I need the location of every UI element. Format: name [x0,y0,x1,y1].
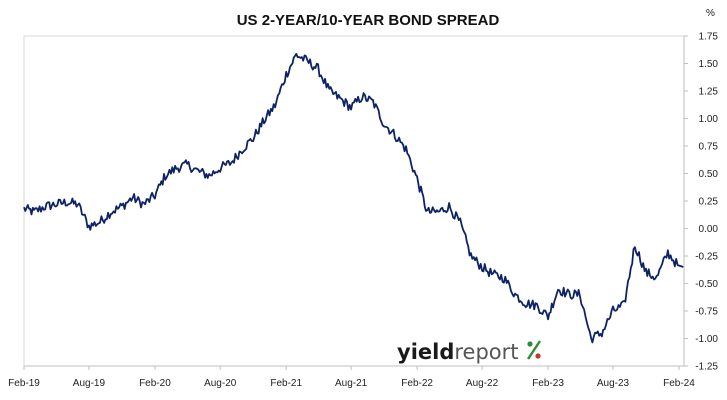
svg-text:yieldreport: yieldreport [397,340,519,364]
yieldreport-logo: yieldreport [397,340,541,364]
x-tick-label: Aug-22 [466,378,499,389]
logo-text-yield: yield [397,340,454,364]
y-tick-label: 0.00 [699,224,719,235]
y-tick-label: 1.25 [699,87,719,98]
y-tick-label: -0.50 [695,279,718,290]
x-tick-label: Feb-21 [270,378,302,389]
x-tick-label: Feb-22 [401,378,433,389]
plot-area [23,35,685,367]
x-tick-label: Feb-23 [532,378,564,389]
chart-title: US 2-YEAR/10-YEAR BOND SPREAD [237,12,500,29]
x-tick-label: Aug-20 [204,378,237,389]
x-tick-label: Feb-20 [139,378,171,389]
x-tick-label: Feb-24 [663,378,695,389]
logo-text-report: report [454,340,518,364]
y-tick-label: -0.25 [695,252,718,263]
x-tick-label: Aug-23 [597,378,630,389]
y-tick-label: -0.75 [695,307,718,318]
y-tick-label: 0.25 [699,197,719,208]
y-axis-unit-label: % [706,8,715,19]
y-tick-label: 1.00 [699,114,719,125]
x-axis-ticks: Feb-19 Aug-19 Feb-20 Aug-20 Feb-21 Aug-21 Feb-… [8,366,695,389]
y-tick-label: 1.75 [699,32,719,43]
x-tick-label: Aug-21 [335,378,368,389]
series-line-spread [23,53,684,344]
y-tick-label: -1.00 [695,334,718,345]
x-tick-label: Aug-19 [73,378,106,389]
logo-percent-icon [527,340,541,360]
x-tick-label: Feb-19 [8,378,40,389]
y-tick-label: 1.50 [699,59,719,70]
y-tick-label: -1.25 [695,362,718,373]
y-tick-label: 0.50 [699,169,719,180]
y-tick-label: 0.75 [699,142,719,153]
y-axis-ticks: 1.75 1.50 1.25 1.00 0.75 0.50 0.25 0.00 -0.25 -0.… [684,32,718,373]
